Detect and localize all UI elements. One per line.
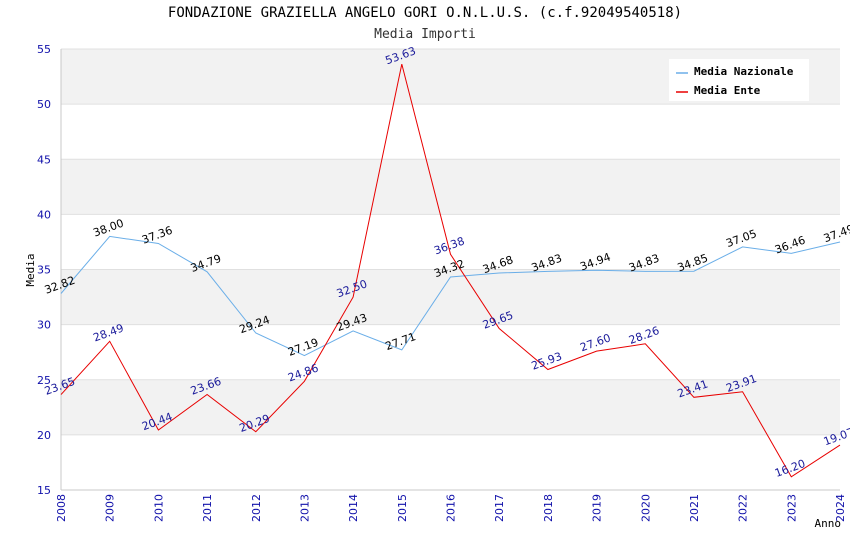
x-axis-label: Anno: [815, 517, 842, 530]
legend-label-media-ente: Media Ente: [694, 84, 761, 97]
x-tick-label: 2024: [834, 494, 847, 522]
grid-band: [61, 159, 840, 215]
chart-title: FONDAZIONE GRAZIELLA ANGELO GORI O.N.L.U…: [167, 5, 683, 21]
x-tick-label: 2008: [55, 494, 68, 522]
grid-band: [61, 214, 840, 270]
y-axis-label: Media: [24, 253, 37, 286]
grid-band: [61, 324, 840, 380]
x-tick-label: 2016: [445, 494, 458, 522]
y-tick-label: 35: [37, 264, 51, 277]
grid-band: [61, 434, 840, 490]
x-tick-label: 2011: [201, 494, 214, 522]
legend-label-media-nazionale: Media Nazionale: [694, 65, 794, 78]
x-tick-label: 2009: [104, 494, 117, 522]
legend: Media Nazionale Media Ente: [669, 59, 809, 101]
y-tick-label: 15: [37, 484, 51, 497]
y-tick-label: 45: [37, 153, 51, 166]
x-tick-label: 2014: [347, 494, 360, 522]
chart-subtitle: Media Importi: [374, 27, 476, 42]
series-line-media-nazionale: [60, 235, 841, 357]
y-tick-label: 25: [37, 374, 51, 387]
x-tick-label: 2017: [493, 494, 506, 522]
x-tick-label: 2012: [250, 494, 263, 522]
y-tick-label: 40: [37, 208, 51, 221]
x-tick-label: 2022: [737, 494, 750, 522]
y-tick-label: 55: [37, 43, 51, 56]
grid-band: [61, 104, 840, 160]
x-tick-label: 2023: [785, 494, 798, 522]
grid-band: [61, 379, 840, 435]
x-tick-label: 2019: [591, 494, 604, 522]
y-tick-label: 30: [37, 319, 51, 332]
x-tick-label: 2015: [396, 494, 409, 522]
grid-band: [61, 269, 840, 325]
x-tick-label: 2020: [639, 494, 652, 522]
y-tick-label: 20: [37, 429, 51, 442]
legend-box: [669, 59, 809, 101]
x-tick-label: 2021: [688, 494, 701, 522]
x-tick-label: 2013: [298, 494, 311, 522]
series-line-media-ente: [60, 63, 841, 478]
y-tick-label: 50: [37, 98, 51, 111]
x-tick-label: 2018: [542, 494, 555, 522]
x-tick-label: 2010: [152, 494, 165, 522]
